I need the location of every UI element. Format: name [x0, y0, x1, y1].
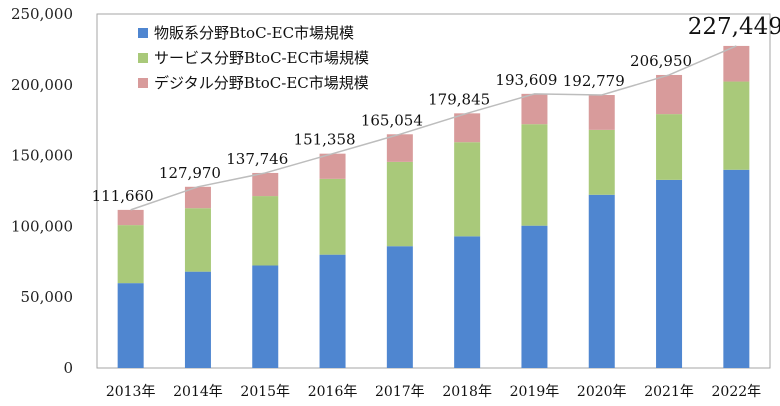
bar-segment-series1 [521, 124, 548, 226]
x-tick-label: 2018年 [442, 384, 492, 400]
bar-segment-series1 [252, 196, 279, 266]
y-tick-label: 250,000 [11, 5, 73, 23]
y-tick-label: 50,000 [21, 288, 74, 306]
bar-segment-series2 [386, 134, 413, 162]
bar-segment-series2 [184, 186, 211, 209]
bar-segment-series0 [252, 265, 279, 368]
x-tick-label: 2019年 [510, 384, 560, 400]
x-tick-label: 2022年 [712, 384, 762, 400]
bar-segment-series0 [521, 225, 548, 368]
bar-segment-series2 [656, 74, 683, 115]
bar-segment-series2 [117, 209, 144, 226]
bar-segment-series2 [319, 153, 346, 179]
x-tick-label: 2013年 [106, 384, 156, 400]
bar-segment-series0 [319, 254, 346, 368]
plot-area-border [96, 13, 771, 369]
total-value-label: 111,660 [92, 187, 154, 205]
bar-segment-series2 [588, 95, 615, 130]
total-value-label: 151,358 [294, 131, 356, 149]
legend-label: デジタル分野BtoC-EC市場規模 [154, 74, 369, 92]
total-labels: 111,660 127,970 137,746 151,358 165,054 179,8… [92, 14, 780, 205]
x-tick-label: 2016年 [308, 384, 358, 400]
total-value-label: 206,950 [630, 52, 692, 70]
bar-segment-series1 [184, 208, 211, 272]
total-value-label: 193,609 [495, 71, 557, 89]
total-value-label: 192,779 [563, 72, 625, 90]
bar-segment-series1 [117, 225, 144, 284]
legend-label: 物販系分野BtoC-EC市場規模 [154, 24, 354, 42]
x-axis: 2013年 2014年 2015年 2016年 2017年 2018年 2019年 2020年… [106, 384, 761, 400]
bar-segment-series0 [723, 169, 750, 368]
bar-segment-series0 [184, 271, 211, 368]
x-tick-label: 2014年 [173, 384, 223, 400]
bar-segment-series2 [521, 93, 548, 125]
bar-segment-series2 [723, 45, 750, 82]
bar-segment-series0 [117, 283, 144, 368]
y-tick-label: 200,000 [11, 76, 73, 94]
bar-segment-series1 [386, 161, 413, 247]
y-tick-label: 150,000 [11, 147, 73, 165]
total-line [130, 45, 737, 211]
bar-segment-series1 [588, 129, 615, 195]
plot-frame [96, 13, 771, 369]
legend-swatch [138, 53, 148, 63]
bar-segment-series0 [386, 246, 413, 368]
total-value-label: 165,054 [361, 111, 423, 129]
total-value-label: 127,970 [159, 164, 221, 182]
legend-swatch [138, 28, 148, 38]
bars [117, 45, 750, 368]
bar-segment-series2 [454, 113, 481, 143]
total-value-label: 179,845 [428, 90, 490, 108]
legend: 物販系分野BtoC-EC市場規模サービス分野BtoC-EC市場規模デジタル分野B… [138, 24, 369, 92]
total-value-label: 227,449 [688, 14, 780, 40]
bar-segment-series1 [656, 114, 683, 180]
bar-segment-series1 [454, 142, 481, 237]
x-tick-label: 2017年 [375, 384, 425, 400]
legend-swatch [138, 78, 148, 88]
y-tick-label: 0 [63, 359, 73, 377]
y-axis: 0 50,000 100,000 150,000 200,000 250,000 [11, 5, 73, 377]
bar-segment-series1 [723, 81, 750, 170]
bar-segment-series1 [319, 178, 346, 255]
total-trend-line [130, 45, 737, 211]
bar-segment-series0 [656, 179, 683, 368]
y-tick-label: 100,000 [11, 217, 73, 235]
x-tick-label: 2020年 [577, 384, 627, 400]
bar-segment-series0 [454, 236, 481, 368]
x-tick-label: 2015年 [240, 384, 290, 400]
bar-segment-series2 [252, 172, 279, 197]
x-tick-label: 2021年 [644, 384, 694, 400]
bar-segment-series0 [588, 194, 615, 368]
total-value-label: 137,746 [226, 150, 288, 168]
legend-label: サービス分野BtoC-EC市場規模 [154, 49, 369, 67]
